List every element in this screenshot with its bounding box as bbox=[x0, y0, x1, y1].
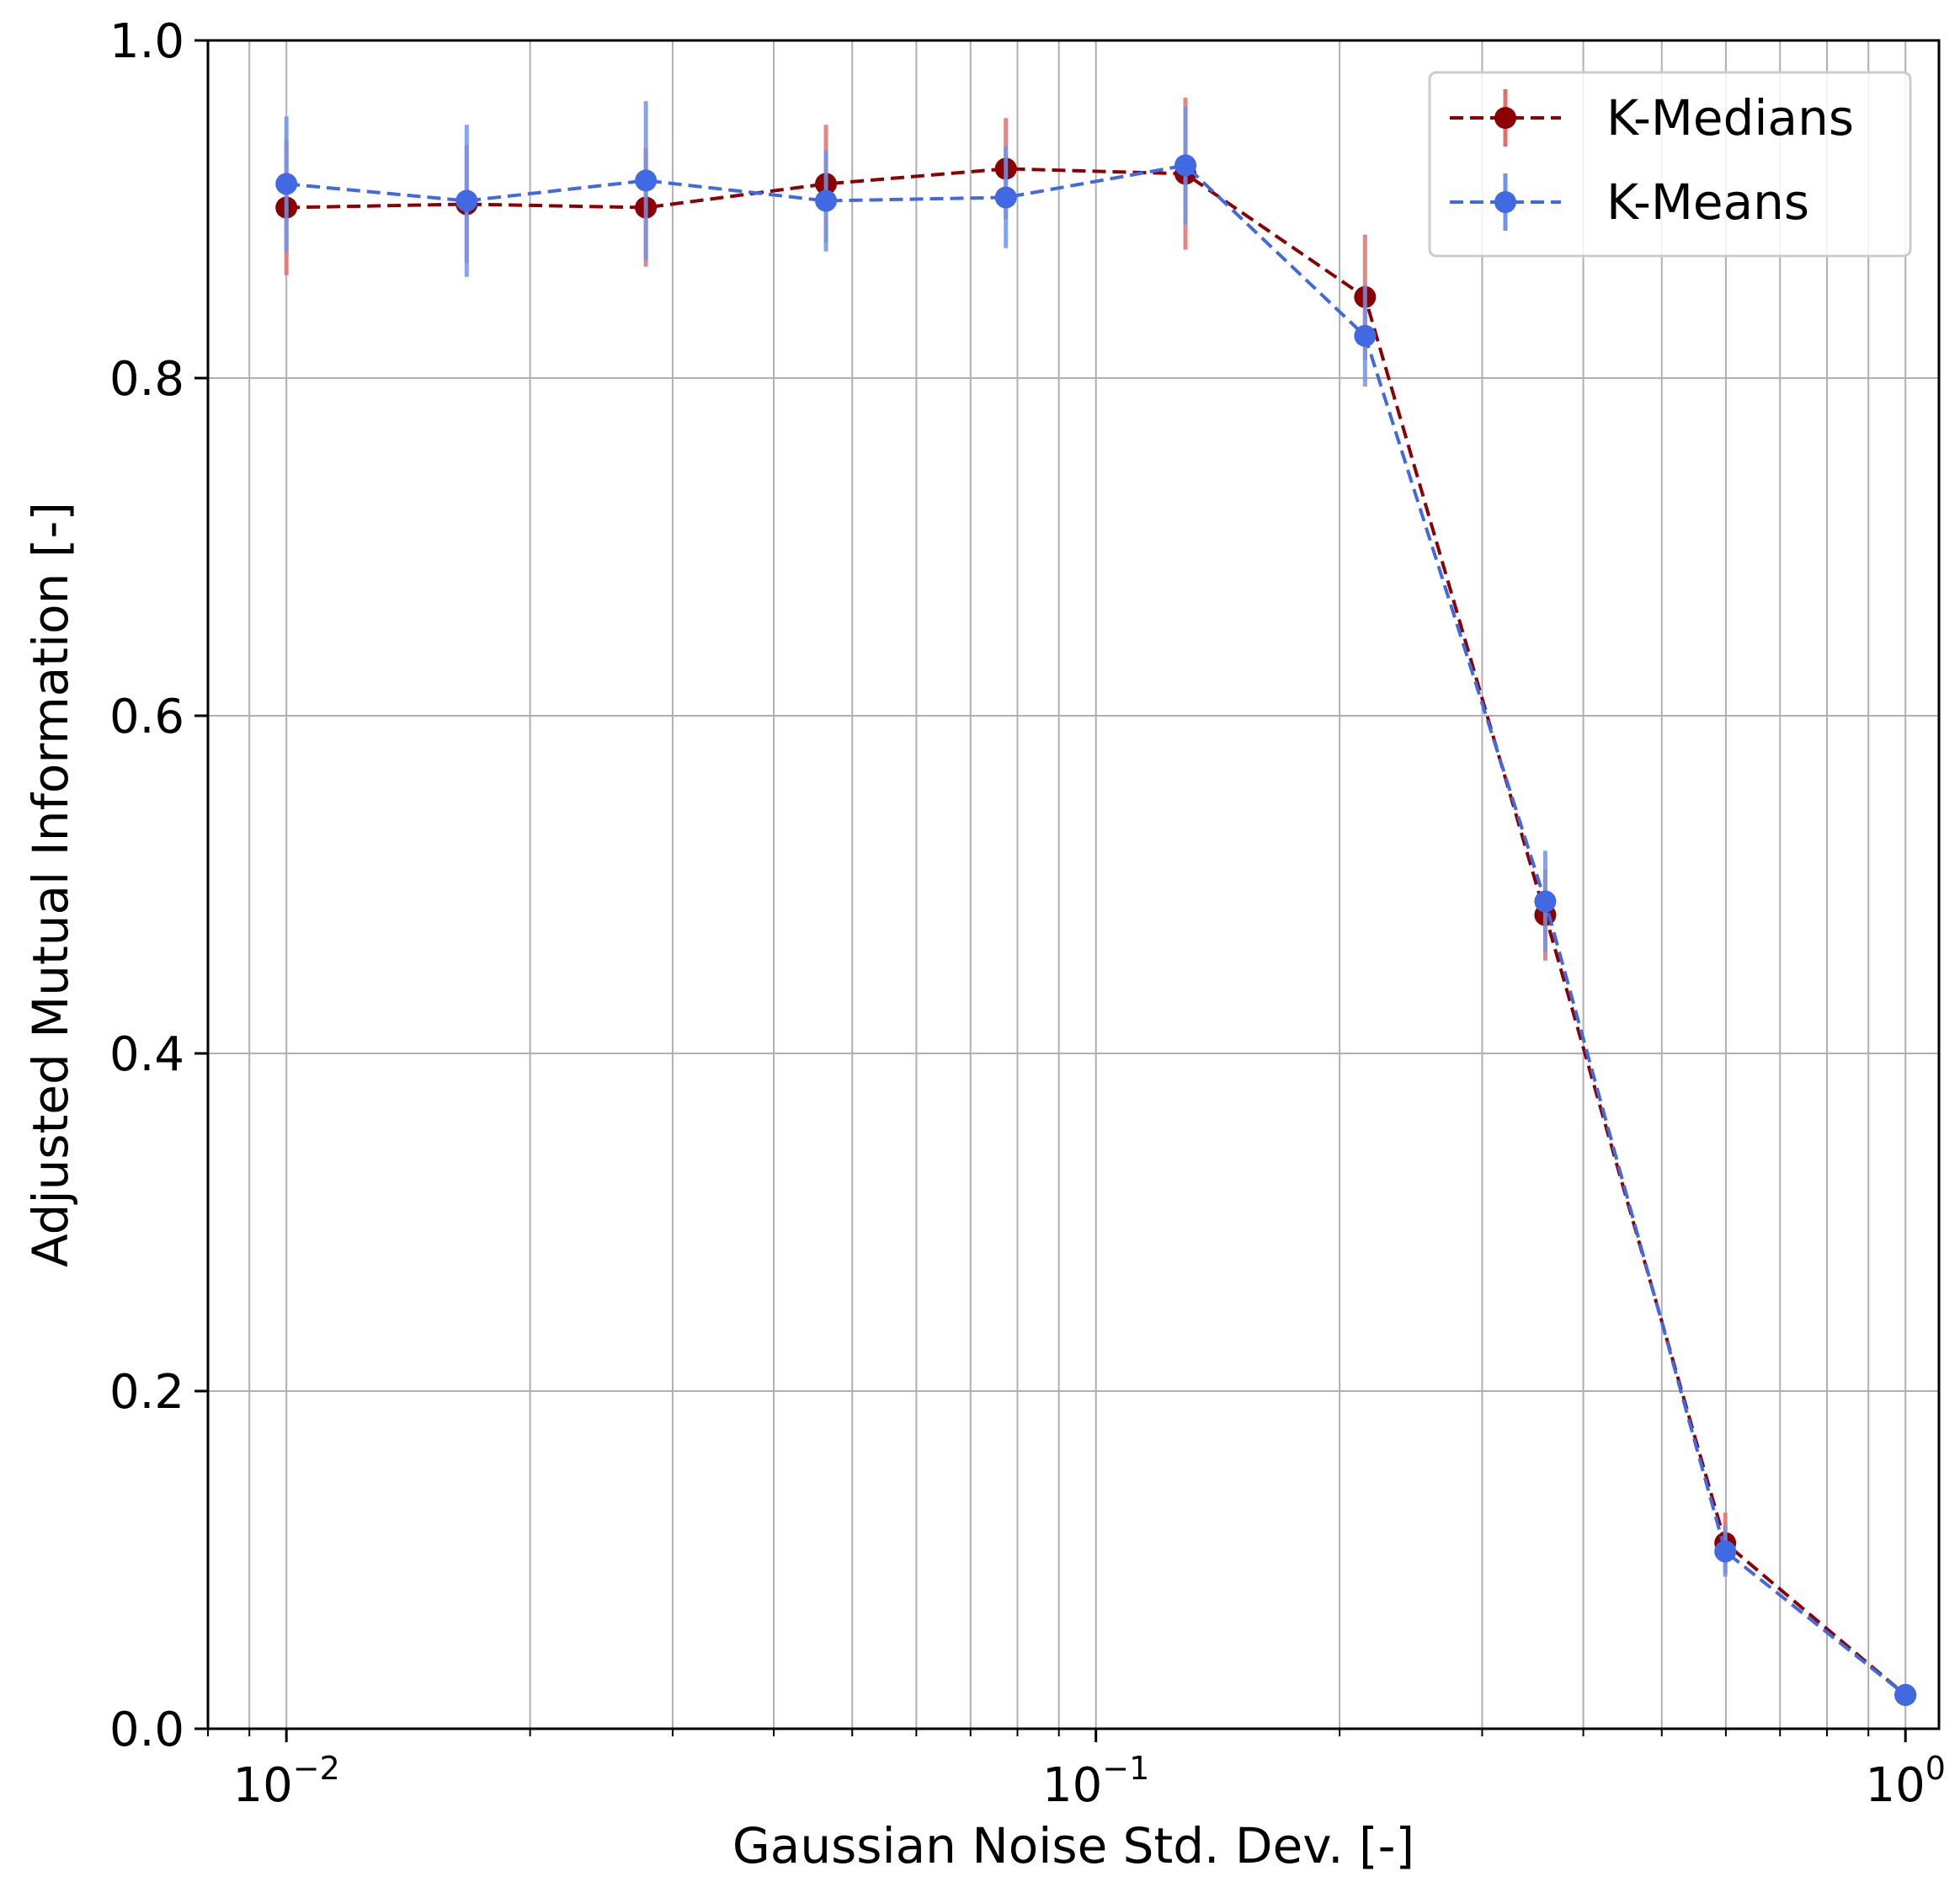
axis-ticks: 0.0 0.2 0.4 0.6 0.8 1.0 10−2 10−1 100 bbox=[109, 14, 1946, 1813]
y-tick-label: 0.8 bbox=[109, 352, 184, 407]
y-tick-label: 0.2 bbox=[109, 1365, 184, 1420]
legend-swatch-k-means bbox=[1450, 173, 1561, 231]
axes-frame bbox=[206, 39, 1941, 1730]
data-point bbox=[1894, 1683, 1917, 1706]
series-line bbox=[285, 163, 1907, 1697]
legend-label-k-medians: K-Medians bbox=[1606, 89, 1854, 147]
legend-entry-k-means: K-Means bbox=[1450, 173, 1809, 231]
data-point bbox=[275, 173, 298, 195]
x-tick-label: 10−2 bbox=[233, 1750, 340, 1813]
y-tick-label: 0.6 bbox=[109, 690, 184, 744]
data-point bbox=[1714, 1540, 1737, 1563]
legend-swatch-k-medians bbox=[1450, 89, 1561, 147]
data-point bbox=[635, 169, 658, 192]
data-point bbox=[1174, 154, 1197, 177]
legend-box bbox=[1428, 71, 1912, 258]
data-point bbox=[994, 186, 1017, 209]
y-axis-label: Adjusted Mutual Information [-] bbox=[22, 502, 79, 1267]
y-tick-label: 0.4 bbox=[109, 1027, 184, 1082]
x-tick-label: 10−1 bbox=[1042, 1750, 1149, 1813]
legend: K-Medians K-Means bbox=[1428, 71, 1912, 258]
data-point bbox=[1534, 890, 1557, 913]
x-tick-label: 100 bbox=[1865, 1750, 1945, 1813]
x-axis-label: Gaussian Noise Std. Dev. [-] bbox=[732, 1817, 1414, 1874]
y-tick-label: 1.0 bbox=[109, 14, 184, 69]
data-point bbox=[1354, 324, 1377, 347]
legend-marker bbox=[1494, 107, 1516, 129]
plot-area bbox=[275, 98, 1917, 1706]
legend-label-k-means: K-Means bbox=[1606, 173, 1809, 231]
legend-marker bbox=[1494, 191, 1516, 213]
series-k-means bbox=[275, 101, 1917, 1706]
legend-entry-k-medians: K-Medians bbox=[1450, 89, 1854, 147]
data-point bbox=[455, 189, 478, 212]
y-tick-label: 0.0 bbox=[109, 1703, 184, 1757]
data-point bbox=[815, 189, 838, 212]
